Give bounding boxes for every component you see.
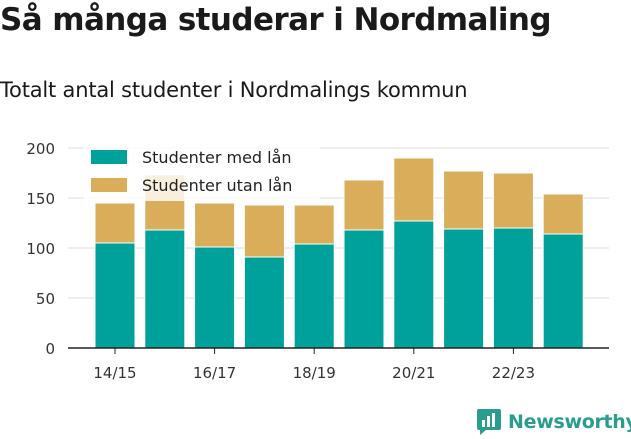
bar-segment-without-loan xyxy=(194,202,236,248)
bar-segment-with-loan xyxy=(343,229,385,349)
bar-segment-without-loan xyxy=(393,157,435,222)
legend-swatch xyxy=(91,150,127,164)
x-tick-label: 16/17 xyxy=(193,364,236,382)
bar-segment-with-loan xyxy=(94,242,136,349)
y-tick-label: 50 xyxy=(36,290,55,308)
y-tick-label: 150 xyxy=(26,190,55,208)
x-tick-label: 14/15 xyxy=(93,364,136,382)
newsworthy-logo[interactable]: Newsworthy xyxy=(476,406,631,438)
bar-segment-with-loan xyxy=(393,220,435,349)
x-tick-label: 22/23 xyxy=(492,364,535,382)
legend-swatch xyxy=(91,178,127,192)
brand-name: Newsworthy xyxy=(508,411,631,433)
bar-segment-with-loan xyxy=(443,228,485,349)
stacked-bar-chart: 0 50 100 150 200 14/15 16/17 18/19 20/21 22/23 S… xyxy=(26,140,609,382)
bar-segment-without-loan xyxy=(94,202,136,244)
bar-segment-without-loan xyxy=(343,179,385,231)
bar-segment-without-loan xyxy=(443,170,485,230)
x-tick-label: 18/19 xyxy=(293,364,336,382)
legend-label: Studenter utan lån xyxy=(142,176,292,195)
legend-label: Studenter med lån xyxy=(142,148,292,167)
bar-segment-without-loan xyxy=(542,193,584,235)
bar-segment-with-loan xyxy=(492,227,534,349)
bar-segment-without-loan xyxy=(293,204,335,245)
y-axis-ticks: 0 50 100 150 200 xyxy=(26,140,55,358)
bar-segment-without-loan xyxy=(243,204,285,258)
chart-title: Så många studerar i Nordmaling xyxy=(0,2,552,38)
y-tick-label: 100 xyxy=(26,240,55,258)
legend: Studenter med lån Studenter utan lån xyxy=(84,143,320,201)
x-axis-ticks: 14/15 16/17 18/19 20/21 22/23 xyxy=(93,348,535,382)
bar-segment-with-loan xyxy=(194,246,236,349)
x-tick-label: 20/21 xyxy=(392,364,435,382)
bar-segment-with-loan xyxy=(243,256,285,349)
bar-segment-with-loan xyxy=(144,229,186,349)
newsworthy-chart-icon xyxy=(477,409,501,435)
bar-segment-without-loan xyxy=(492,172,534,229)
bar-segment-with-loan xyxy=(293,243,335,349)
bar-segment-with-loan xyxy=(542,233,584,349)
y-tick-label: 200 xyxy=(26,140,55,158)
chart-subtitle: Totalt antal studenter i Nordmalings kom… xyxy=(0,78,468,102)
y-tick-label: 0 xyxy=(45,340,55,358)
